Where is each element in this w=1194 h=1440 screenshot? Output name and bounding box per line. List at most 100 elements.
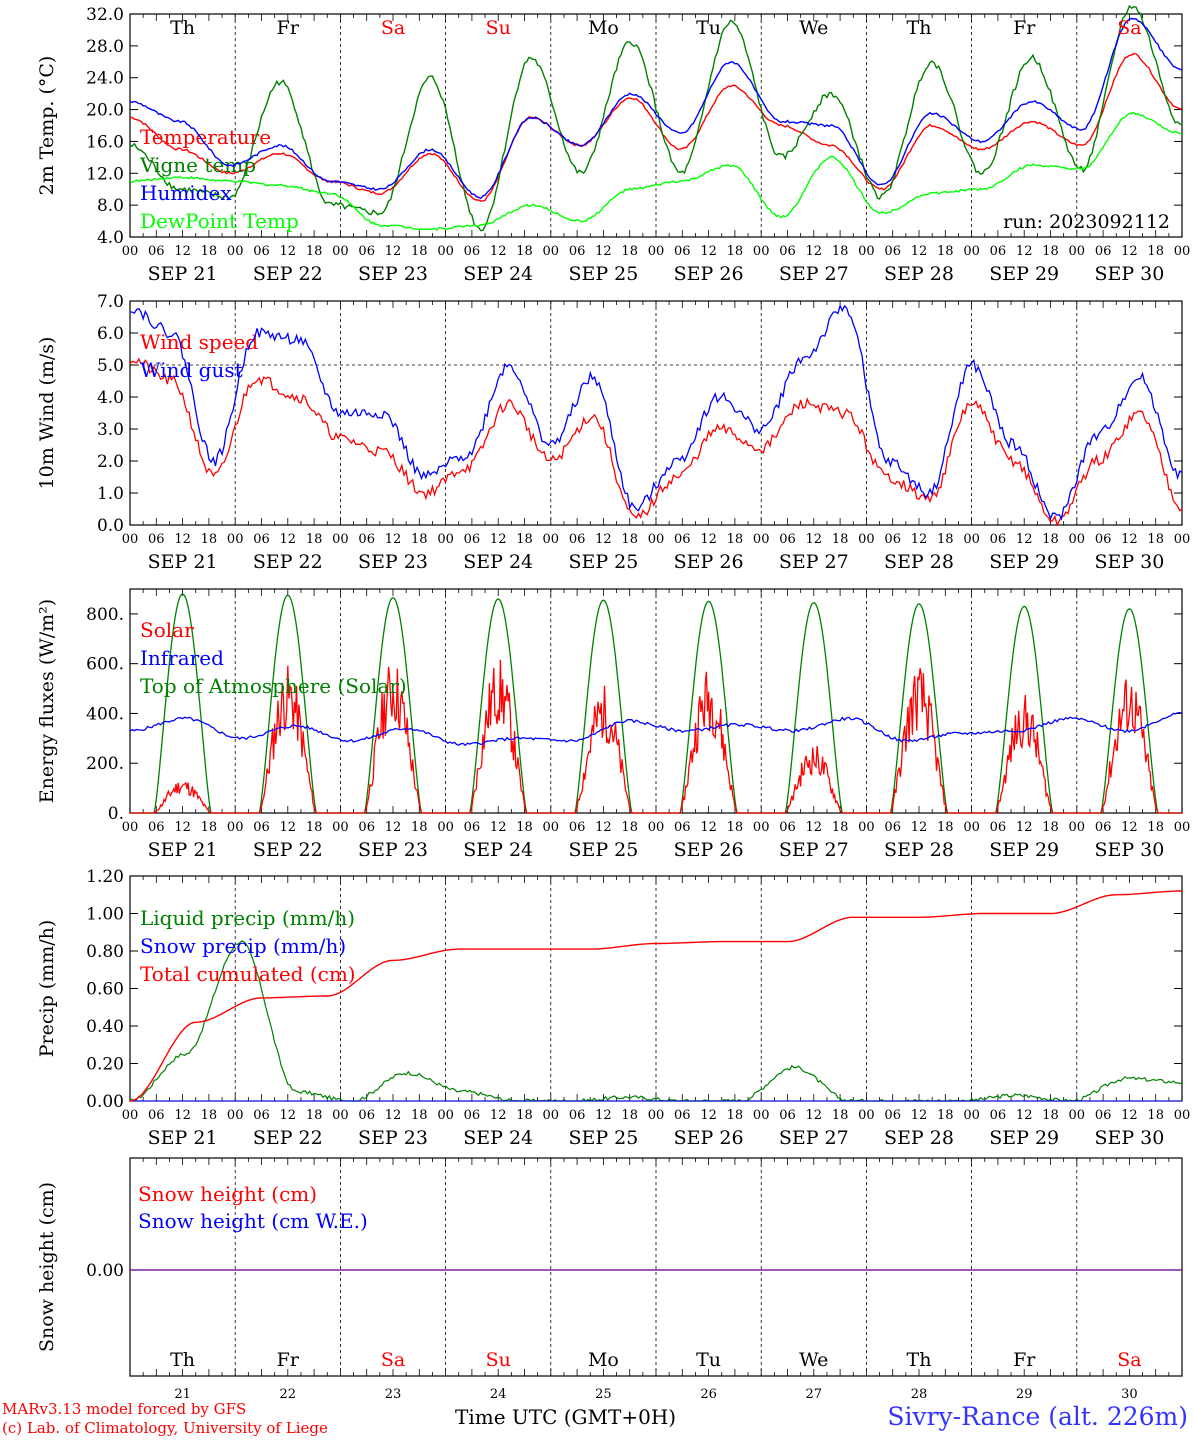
hour-tick-label: 00 xyxy=(753,820,770,835)
y-tick-label: 7.0 xyxy=(97,292,124,312)
hour-tick-label: 12 xyxy=(595,1108,612,1123)
date-label: SEP 21 xyxy=(148,839,218,861)
y-tick-label: 800. xyxy=(86,605,124,625)
hour-tick-label: 00 xyxy=(122,244,139,259)
hour-tick-label: 12 xyxy=(806,244,823,259)
hour-tick-label: 12 xyxy=(1016,532,1033,547)
date-label: SEP 26 xyxy=(674,1127,744,1149)
date-label: SEP 22 xyxy=(253,839,323,861)
hour-tick-label: 12 xyxy=(174,820,191,835)
hour-tick-label: 18 xyxy=(727,532,744,547)
weekday-label: Su xyxy=(486,17,511,39)
date-label: SEP 27 xyxy=(779,839,849,861)
hour-tick-label: 18 xyxy=(1042,820,1059,835)
y-tick-label: 0.00 xyxy=(86,1261,124,1281)
hour-tick-label: 00 xyxy=(1069,532,1086,547)
hour-tick-label: 12 xyxy=(385,532,402,547)
y-axis-label: Energy fluxes (W/m²) xyxy=(36,599,58,803)
y-axis-label: Precip (mm/h) xyxy=(36,920,58,1058)
hour-tick-label: 00 xyxy=(963,1108,980,1123)
y-tick-label: 0.00 xyxy=(86,1092,124,1112)
cumulated-precip-line xyxy=(129,890,1182,1102)
hour-tick-label: 00 xyxy=(122,1108,139,1123)
hour-tick-label: 06 xyxy=(990,532,1007,547)
model-credit: MARv3.13 model forced by GFS xyxy=(2,1400,247,1418)
hour-tick-label: 06 xyxy=(253,1108,270,1123)
y-tick-label: 0.20 xyxy=(86,1055,124,1075)
hour-tick-label: 00 xyxy=(1174,1108,1191,1123)
hour-tick-label: 18 xyxy=(306,1108,323,1123)
hour-tick-label: 18 xyxy=(727,820,744,835)
hour-tick-label: 00 xyxy=(437,244,454,259)
hour-tick-label: 00 xyxy=(648,1108,665,1123)
hour-tick-label: 12 xyxy=(174,1108,191,1123)
hour-tick-label: 18 xyxy=(727,1108,744,1123)
legend-entry: Wind speed xyxy=(140,330,258,354)
weekday-label: Sa xyxy=(381,1349,405,1371)
hour-tick-label: 06 xyxy=(990,1108,1007,1123)
hour-tick-label: 12 xyxy=(385,820,402,835)
date-label: SEP 22 xyxy=(253,263,323,285)
date-label: SEP 23 xyxy=(358,551,428,573)
weekday-label: Su xyxy=(486,1349,511,1371)
date-label: SEP 27 xyxy=(779,1127,849,1149)
hour-tick-label: 06 xyxy=(464,820,481,835)
weekday-label: Sa xyxy=(1117,17,1141,39)
weekday-label: Sa xyxy=(381,17,405,39)
y-tick-label: 2.0 xyxy=(97,452,124,472)
weekday-label: Th xyxy=(170,1349,195,1371)
y-tick-label: 20.0 xyxy=(86,101,124,121)
legend-entry: DewPoint Temp xyxy=(140,209,299,233)
y-tick-label: 12.0 xyxy=(86,164,124,184)
y-tick-label: 16.0 xyxy=(86,132,124,152)
date-label: SEP 23 xyxy=(358,263,428,285)
hour-tick-label: 00 xyxy=(963,820,980,835)
y-tick-label: 600. xyxy=(86,655,124,675)
y-tick-label: 8.0 xyxy=(97,196,124,216)
hour-tick-label: 06 xyxy=(358,820,375,835)
hour-tick-label: 18 xyxy=(201,244,218,259)
weekday-label: Th xyxy=(170,17,195,39)
hour-tick-label: 12 xyxy=(911,532,928,547)
y-tick-label: 0.40 xyxy=(86,1017,124,1037)
y-tick-label: 1.00 xyxy=(86,905,124,925)
hour-tick-label: 18 xyxy=(201,1108,218,1123)
hour-tick-label: 18 xyxy=(621,820,638,835)
legend-entry: Snow precip (mm/h) xyxy=(140,934,346,958)
hour-tick-label: 18 xyxy=(832,532,849,547)
hour-tick-label: 12 xyxy=(806,1108,823,1123)
hour-tick-label: 18 xyxy=(1042,1108,1059,1123)
hour-tick-label: 18 xyxy=(201,820,218,835)
date-label: SEP 25 xyxy=(568,263,638,285)
date-label: SEP 30 xyxy=(1094,839,1164,861)
hour-tick-label: 12 xyxy=(280,1108,297,1123)
hour-tick-label: 18 xyxy=(832,244,849,259)
day-number-label: 26 xyxy=(700,1387,717,1402)
hour-tick-label: 00 xyxy=(858,1108,875,1123)
hour-tick-label: 00 xyxy=(332,244,349,259)
y-tick-label: 1.0 xyxy=(97,484,124,504)
hour-tick-label: 18 xyxy=(621,244,638,259)
liquid-precip-line xyxy=(129,940,1183,1102)
hour-tick-label: 06 xyxy=(148,1108,165,1123)
y-tick-label: 4.0 xyxy=(97,228,124,248)
date-label: SEP 21 xyxy=(148,263,218,285)
hour-tick-label: 18 xyxy=(306,820,323,835)
hour-tick-label: 06 xyxy=(884,820,901,835)
date-label: SEP 29 xyxy=(989,551,1059,573)
temp-series-line xyxy=(129,4,1183,232)
hour-tick-label: 12 xyxy=(911,1108,928,1123)
hour-tick-label: 00 xyxy=(648,244,665,259)
date-label: SEP 30 xyxy=(1094,263,1164,285)
hour-tick-label: 12 xyxy=(700,820,717,835)
date-label: SEP 26 xyxy=(674,551,744,573)
hour-tick-label: 12 xyxy=(806,532,823,547)
hour-tick-label: 18 xyxy=(832,1108,849,1123)
hour-tick-label: 12 xyxy=(280,820,297,835)
hour-tick-label: 18 xyxy=(306,532,323,547)
y-axis-label: Snow height (cm) xyxy=(36,1182,58,1352)
hour-tick-label: 00 xyxy=(437,1108,454,1123)
day-number-label: 30 xyxy=(1121,1387,1138,1402)
date-label: SEP 26 xyxy=(674,839,744,861)
hour-tick-label: 18 xyxy=(1147,244,1164,259)
